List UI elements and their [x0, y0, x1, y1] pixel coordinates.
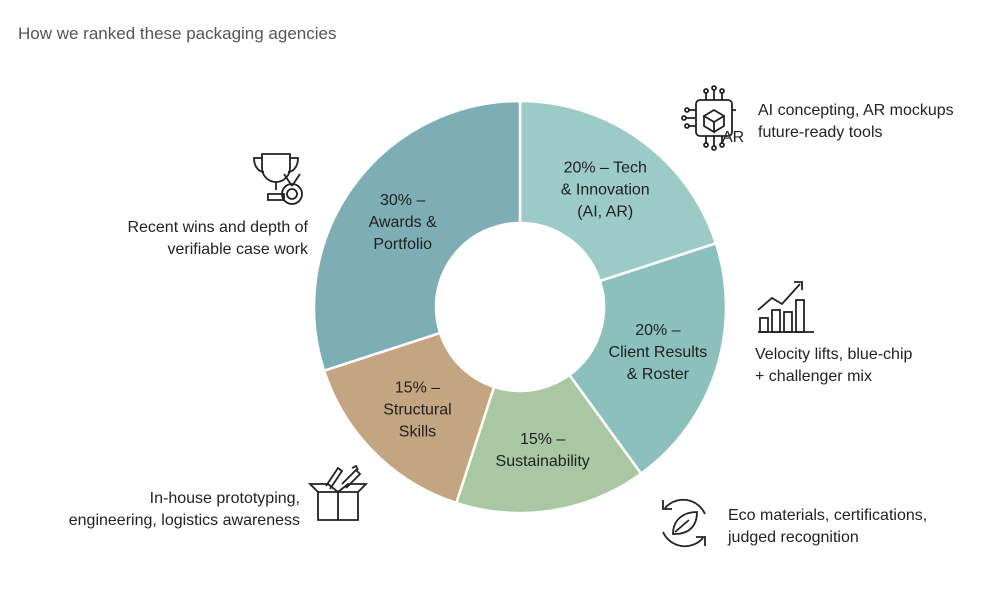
slice-tech-innovation-ai-ar	[518, 99, 718, 283]
note-tech-line-1: AI concepting, AR mockups	[758, 102, 954, 119]
note-client: Velocity lifts, blue-chip + challenger m…	[755, 344, 912, 388]
slice-sustainability	[454, 373, 643, 515]
recycle-leaf-icon	[653, 492, 715, 554]
note-structural: In-house prototyping, engineering, logis…	[69, 488, 300, 532]
note-client-line-2: + challenger mix	[755, 368, 872, 385]
slice-label-line: Client Results	[609, 344, 708, 361]
page-title: How we ranked these packaging agencies	[18, 24, 337, 43]
note-client-line-1: Velocity lifts, blue-chip	[755, 346, 913, 363]
note-awards-line-2: verifiable case work	[167, 241, 309, 258]
slice-label-line: 20% – Tech	[564, 160, 647, 177]
slice-awards-portfolio	[312, 99, 522, 373]
slice-label-line: 20% –	[635, 322, 680, 339]
slice-label-line: & Innovation	[561, 182, 650, 199]
note-awards-line-1: Recent wins and depth of	[127, 219, 308, 236]
note-structural-line-2: engineering, logistics awareness	[68, 512, 300, 529]
slice-label-line: 15% –	[520, 431, 565, 448]
slice-label-line: & Roster	[627, 366, 690, 383]
growth-chart-icon	[754, 274, 816, 336]
slice-structural-skills	[322, 331, 496, 505]
ai-chip-icon: AR	[678, 82, 750, 154]
slice-label-4: 30% – Awards & Portfolio	[369, 192, 438, 253]
slice-label-2: 15% – Sustainability	[496, 431, 590, 470]
slice-label-line: Skills	[399, 424, 436, 441]
slice-label-0: 20% – Tech & Innovation (AI, AR)	[561, 160, 650, 221]
note-sustainability-line-1: Eco materials, certifications,	[728, 507, 928, 524]
slice-label-1: 20% – Client Results & Roster	[609, 322, 708, 383]
box-tools-icon	[306, 462, 372, 528]
slice-label-line: (AI, AR)	[577, 204, 633, 221]
note-structural-line-1: In-house prototyping,	[149, 490, 300, 507]
slice-label-line: 30% –	[380, 192, 425, 209]
slice-label-3: 15% – Structural Skills	[383, 380, 451, 441]
slice-label-line: Awards &	[369, 214, 438, 231]
slice-label-line: 15% –	[395, 380, 440, 397]
note-tech-line-2: future-ready tools	[758, 124, 883, 141]
note-tech: AI concepting, AR mockups future-ready t…	[758, 100, 954, 144]
note-awards: Recent wins and depth of verifiable case…	[127, 217, 308, 261]
note-sustainability-line-2: judged recognition	[728, 529, 859, 546]
slice-label-line: Portfolio	[373, 236, 432, 253]
note-sustainability: Eco materials, certifications, judged re…	[728, 505, 927, 549]
slice-label-line: Sustainability	[496, 453, 590, 470]
ar-badge-text: AR	[722, 129, 744, 146]
trophy-medal-icon	[248, 148, 310, 210]
slice-client-results-roster	[567, 241, 728, 476]
slice-label-line: Structural	[383, 402, 451, 419]
